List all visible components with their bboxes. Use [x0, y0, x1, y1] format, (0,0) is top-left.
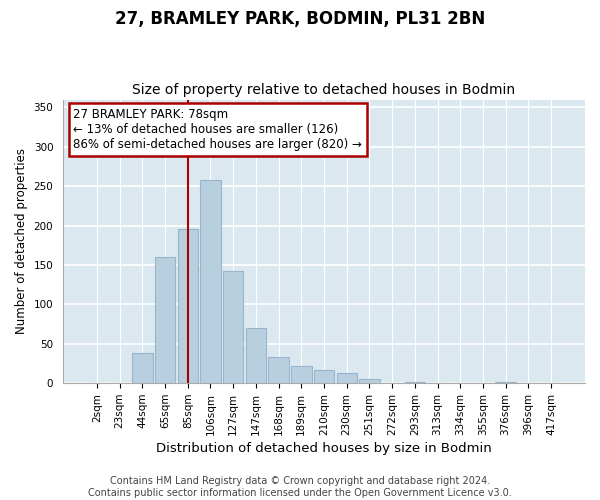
Bar: [314, 370, 334, 383]
Title: Size of property relative to detached houses in Bodmin: Size of property relative to detached ho…: [133, 83, 515, 97]
X-axis label: Distribution of detached houses by size in Bodmin: Distribution of detached houses by size …: [156, 442, 492, 455]
Bar: [223, 272, 244, 383]
Y-axis label: Number of detached properties: Number of detached properties: [15, 148, 28, 334]
Text: Contains HM Land Registry data © Crown copyright and database right 2024.
Contai: Contains HM Land Registry data © Crown c…: [88, 476, 512, 498]
Bar: [200, 180, 221, 383]
Text: 27 BRAMLEY PARK: 78sqm
← 13% of detached houses are smaller (126)
86% of semi-de: 27 BRAMLEY PARK: 78sqm ← 13% of detached…: [73, 108, 362, 151]
Bar: [155, 257, 175, 383]
Bar: [268, 357, 289, 383]
Text: 27, BRAMLEY PARK, BODMIN, PL31 2BN: 27, BRAMLEY PARK, BODMIN, PL31 2BN: [115, 10, 485, 28]
Bar: [245, 328, 266, 383]
Bar: [132, 354, 152, 383]
Bar: [291, 366, 311, 383]
Bar: [359, 380, 380, 383]
Bar: [404, 382, 425, 383]
Bar: [337, 373, 357, 383]
Bar: [496, 382, 516, 383]
Bar: [178, 229, 198, 383]
